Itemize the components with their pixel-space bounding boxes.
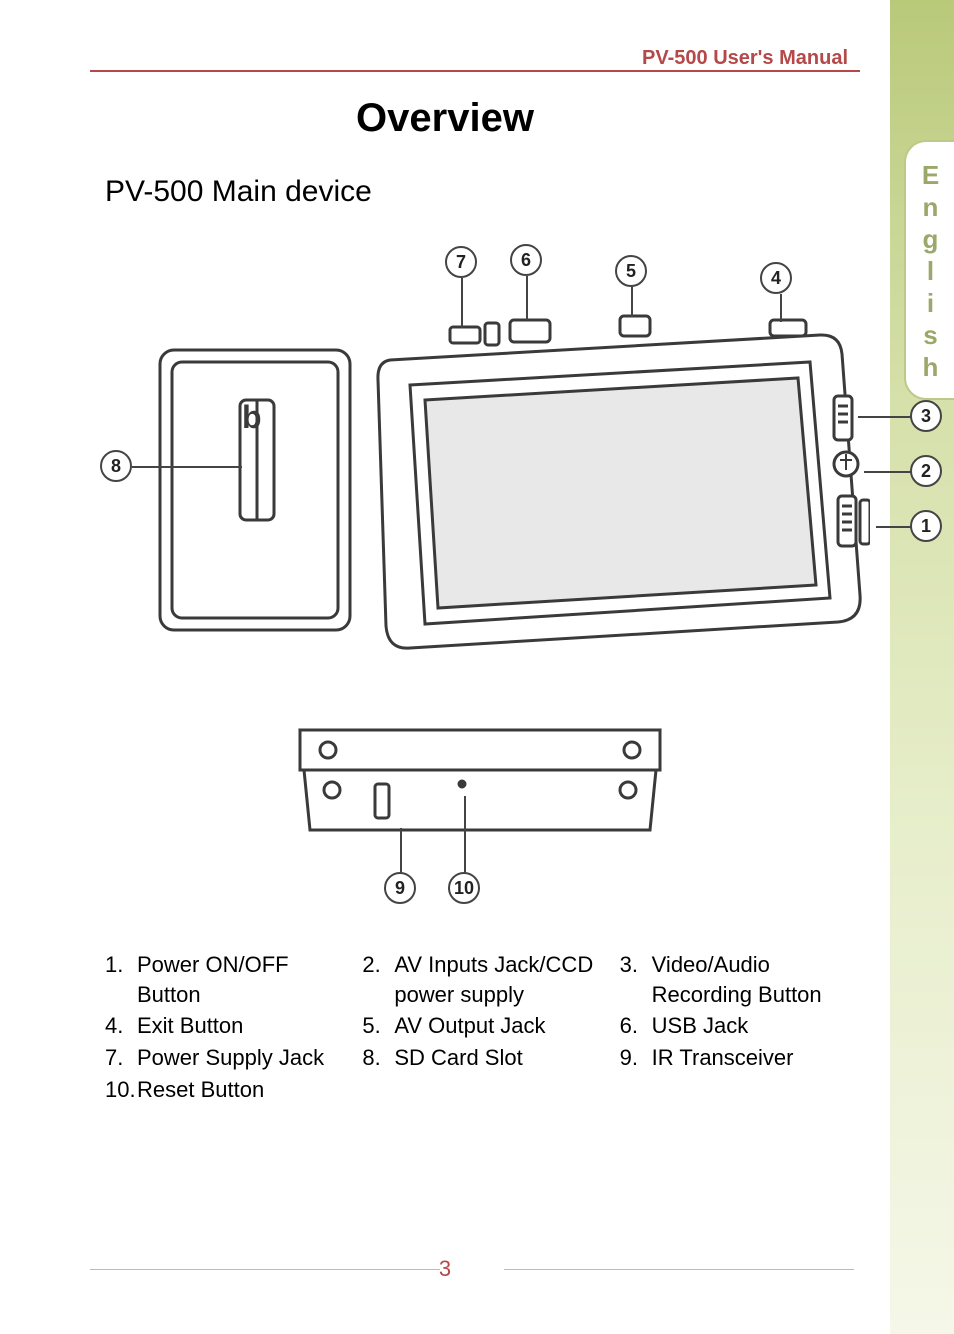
callout-2: 2 <box>910 455 942 487</box>
legend-item-1: 1. Power ON/OFF Button <box>105 950 350 1009</box>
callout-1-line <box>876 526 912 528</box>
side-language-tab: English <box>904 140 954 400</box>
page-subtitle: PV-500 Main device <box>105 175 372 209</box>
callout-8: 8 <box>100 450 132 482</box>
callout-5-line <box>631 287 633 317</box>
legend-grid: 1. Power ON/OFF Button 2. AV Inputs Jack… <box>105 950 865 1104</box>
callout-3: 3 <box>910 400 942 432</box>
page-title: Overview <box>0 96 890 141</box>
svg-text:b: b <box>242 399 262 435</box>
legend-item-4: 4. Exit Button <box>105 1011 350 1041</box>
callout-6: 6 <box>510 244 542 276</box>
legend-item-8: 8. SD Card Slot <box>362 1043 607 1073</box>
callout-4: 4 <box>760 262 792 294</box>
page-number: 3 <box>0 1256 890 1282</box>
callout-3-line <box>858 416 912 418</box>
device-diagram-bottom: 9 10 <box>280 700 680 920</box>
callout-9: 9 <box>384 872 416 904</box>
callout-1: 1 <box>910 510 942 542</box>
callout-10: 10 <box>448 872 480 904</box>
legend-item-3: 3. Video/Audio Recording Button <box>620 950 865 1009</box>
legend-item-2: 2. AV Inputs Jack/CCD power supply <box>362 950 607 1009</box>
callout-7: 7 <box>445 246 477 278</box>
callout-8-line <box>132 466 242 468</box>
callout-6-line <box>526 276 528 320</box>
header-rule <box>90 70 860 72</box>
callout-9-line <box>400 828 402 874</box>
legend-item-7: 7. Power Supply Jack <box>105 1043 350 1073</box>
page: English PV-500 User's Manual Overview PV… <box>0 0 954 1334</box>
legend-item-10: 10. Reset Button <box>105 1075 350 1105</box>
legend-item-6: 6. USB Jack <box>620 1011 865 1041</box>
header-brand: PV-500 User's Manual <box>636 47 854 70</box>
legend-item-9: 9. IR Transceiver <box>620 1043 865 1073</box>
callout-7-line <box>461 278 463 328</box>
callout-2-line <box>864 471 912 473</box>
callout-10-line <box>464 796 466 874</box>
legend: 1. Power ON/OFF Button 2. AV Inputs Jack… <box>105 950 865 1104</box>
callout-5: 5 <box>615 255 647 287</box>
device-diagram-top: b <box>90 250 870 670</box>
legend-item-5: 5. AV Output Jack <box>362 1011 607 1041</box>
side-language-label: English <box>915 160 946 384</box>
callout-4-line <box>780 294 782 322</box>
